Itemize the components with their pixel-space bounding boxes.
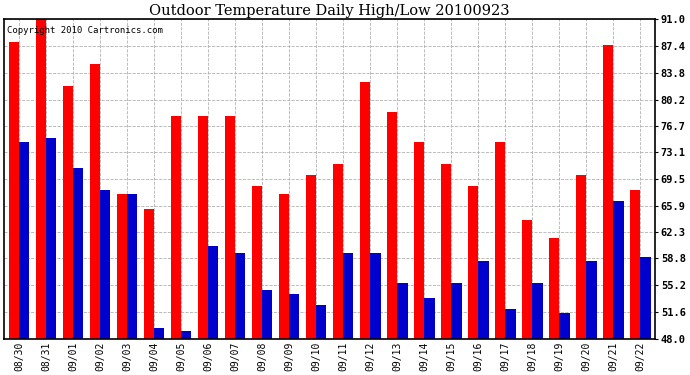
Bar: [144, 209, 154, 339]
Bar: [306, 175, 316, 339]
Bar: [90, 64, 100, 339]
Bar: [451, 283, 462, 339]
Bar: [505, 309, 515, 339]
Bar: [171, 116, 181, 339]
Bar: [9, 42, 19, 339]
Bar: [117, 194, 127, 339]
Bar: [63, 86, 73, 339]
Bar: [154, 327, 164, 339]
Bar: [586, 261, 597, 339]
Bar: [424, 298, 435, 339]
Bar: [252, 186, 262, 339]
Bar: [19, 142, 29, 339]
Bar: [630, 190, 640, 339]
Bar: [387, 112, 397, 339]
Bar: [316, 305, 326, 339]
Bar: [441, 164, 451, 339]
Bar: [127, 194, 137, 339]
Bar: [198, 116, 208, 339]
Bar: [208, 246, 219, 339]
Bar: [522, 220, 533, 339]
Text: Copyright 2010 Cartronics.com: Copyright 2010 Cartronics.com: [8, 26, 164, 35]
Bar: [360, 82, 371, 339]
Bar: [576, 175, 586, 339]
Bar: [640, 257, 651, 339]
Bar: [333, 164, 343, 339]
Bar: [495, 142, 505, 339]
Bar: [46, 138, 57, 339]
Bar: [533, 283, 542, 339]
Bar: [225, 116, 235, 339]
Bar: [100, 190, 110, 339]
Bar: [468, 186, 478, 339]
Bar: [181, 331, 191, 339]
Bar: [371, 253, 380, 339]
Bar: [478, 261, 489, 339]
Bar: [414, 142, 424, 339]
Bar: [262, 290, 273, 339]
Title: Outdoor Temperature Daily High/Low 20100923: Outdoor Temperature Daily High/Low 20100…: [150, 4, 510, 18]
Bar: [397, 283, 408, 339]
Bar: [343, 253, 353, 339]
Bar: [549, 238, 560, 339]
Bar: [36, 20, 46, 339]
Bar: [560, 313, 570, 339]
Bar: [603, 45, 613, 339]
Bar: [235, 253, 246, 339]
Bar: [613, 201, 624, 339]
Bar: [279, 194, 289, 339]
Bar: [73, 168, 83, 339]
Bar: [289, 294, 299, 339]
